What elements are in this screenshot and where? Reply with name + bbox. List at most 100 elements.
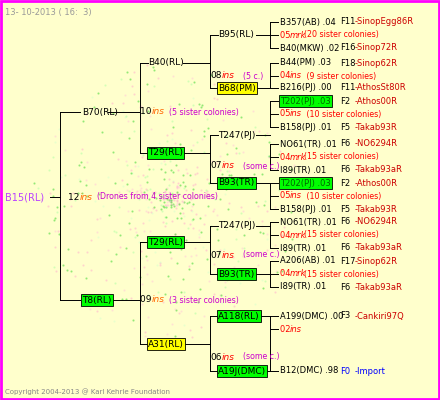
Text: -Sinop62R: -Sinop62R (355, 58, 398, 68)
Text: F6: F6 (340, 166, 350, 174)
Text: -Sinop72R: -Sinop72R (355, 44, 398, 52)
Text: NO61(TR) .01: NO61(TR) .01 (280, 218, 337, 226)
Text: F0: F0 (340, 366, 350, 376)
Text: Copyright 2004-2013 @ Karl Kehrle Foundation: Copyright 2004-2013 @ Karl Kehrle Founda… (5, 388, 170, 395)
Text: B158(PJ) .01: B158(PJ) .01 (280, 122, 332, 132)
Text: 06: 06 (210, 352, 221, 362)
Text: (10 sister colonies): (10 sister colonies) (304, 192, 381, 200)
Text: (Drones from 4 sister colonies): (Drones from 4 sister colonies) (97, 192, 218, 202)
Text: 04: 04 (280, 270, 293, 278)
Text: (20 sister colonies): (20 sister colonies) (304, 30, 379, 40)
Text: F5: F5 (340, 204, 350, 214)
Text: -AthosSt80R: -AthosSt80R (355, 84, 407, 92)
Text: 07: 07 (210, 250, 221, 260)
Text: -Sinop62R: -Sinop62R (355, 256, 398, 266)
Text: mrk: mrk (290, 270, 307, 278)
Text: (15 sister colonies): (15 sister colonies) (304, 152, 379, 162)
Text: 05: 05 (280, 192, 293, 200)
Text: 02: 02 (280, 324, 293, 334)
Text: ins: ins (222, 162, 235, 170)
Text: (some c.): (some c.) (238, 352, 279, 362)
Text: ins: ins (152, 296, 165, 304)
Text: B40(RL): B40(RL) (148, 58, 184, 68)
Text: ins: ins (290, 192, 302, 200)
Text: F6: F6 (340, 218, 350, 226)
Text: (3 sister colonies): (3 sister colonies) (169, 296, 239, 304)
Text: 13- 10-2013 ( 16:  3): 13- 10-2013 ( 16: 3) (5, 8, 92, 17)
Text: T202(PJ) .03: T202(PJ) .03 (280, 96, 331, 106)
Text: (some c.): (some c.) (238, 250, 279, 260)
Text: (9 sister colonies): (9 sister colonies) (304, 72, 376, 80)
Text: mrk: mrk (290, 230, 307, 240)
Text: A19J(DMC): A19J(DMC) (218, 366, 266, 376)
Text: -Takab93aR: -Takab93aR (355, 244, 403, 252)
Text: 04: 04 (280, 152, 293, 162)
Text: T247(PJ): T247(PJ) (218, 222, 255, 230)
Text: (5 c.): (5 c.) (238, 72, 263, 80)
Text: ins: ins (290, 72, 302, 80)
Text: -Takab93R: -Takab93R (355, 204, 398, 214)
Text: -Athos00R: -Athos00R (355, 96, 398, 106)
Text: B12(DMC) .98: B12(DMC) .98 (280, 366, 338, 376)
Text: ins: ins (152, 108, 165, 116)
Text: ins: ins (290, 324, 302, 334)
Text: A31(RL): A31(RL) (148, 340, 184, 348)
Text: -Athos00R: -Athos00R (355, 178, 398, 188)
Text: F6: F6 (340, 282, 350, 292)
Text: F11: F11 (340, 84, 356, 92)
Text: F2: F2 (340, 96, 350, 106)
Text: F6: F6 (340, 244, 350, 252)
Text: T29(RL): T29(RL) (148, 238, 183, 246)
Text: -Takab93aR: -Takab93aR (355, 282, 403, 292)
Text: (5 sister colonies): (5 sister colonies) (169, 108, 239, 116)
Text: B44(PM) .03: B44(PM) .03 (280, 58, 331, 68)
Text: 05: 05 (280, 30, 293, 40)
Text: I89(TR) .01: I89(TR) .01 (280, 244, 326, 252)
Text: F3: F3 (340, 312, 350, 320)
Text: 07: 07 (210, 162, 221, 170)
Text: 09: 09 (140, 296, 154, 304)
Text: (10 sister colonies): (10 sister colonies) (304, 110, 381, 118)
Text: I89(TR) .01: I89(TR) .01 (280, 166, 326, 174)
Text: 08: 08 (210, 72, 221, 80)
Text: F5: F5 (340, 122, 350, 132)
Text: (15 sister colonies): (15 sister colonies) (304, 270, 379, 278)
Text: 05: 05 (280, 110, 293, 118)
Text: T202(PJ) .03: T202(PJ) .03 (280, 178, 331, 188)
Text: F17: F17 (340, 256, 356, 266)
Text: (some c.): (some c.) (238, 162, 279, 170)
Text: -Takab93aR: -Takab93aR (355, 166, 403, 174)
Text: B15(RL): B15(RL) (5, 192, 44, 202)
Text: T247(PJ): T247(PJ) (218, 130, 255, 140)
Text: B93(TR): B93(TR) (218, 270, 254, 278)
Text: 04: 04 (280, 72, 293, 80)
Text: F6: F6 (340, 140, 350, 148)
Text: T29(RL): T29(RL) (148, 148, 183, 158)
Text: mrk: mrk (290, 30, 307, 40)
Text: NO61(TR) .01: NO61(TR) .01 (280, 140, 337, 148)
Text: A199(DMC) .00: A199(DMC) .00 (280, 312, 343, 320)
Text: -NO6294R: -NO6294R (355, 218, 398, 226)
Text: T8(RL): T8(RL) (82, 296, 111, 304)
Text: mrk: mrk (290, 152, 307, 162)
Text: -Import: -Import (355, 366, 386, 376)
Text: F2: F2 (340, 178, 350, 188)
Text: B70(RL): B70(RL) (82, 108, 118, 116)
Text: B357(AB) .04: B357(AB) .04 (280, 18, 336, 26)
Text: ins: ins (222, 72, 235, 80)
Text: F16: F16 (340, 44, 356, 52)
Text: B40(MKW) .02: B40(MKW) .02 (280, 44, 339, 52)
Text: -SinopEgg86R: -SinopEgg86R (355, 18, 414, 26)
Text: 12: 12 (68, 192, 82, 202)
Text: 10: 10 (140, 108, 154, 116)
Text: ins: ins (80, 192, 93, 202)
Text: -Takab93R: -Takab93R (355, 122, 398, 132)
Text: B158(PJ) .01: B158(PJ) .01 (280, 204, 332, 214)
Text: 04: 04 (280, 230, 293, 240)
Text: (15 sister colonies): (15 sister colonies) (304, 230, 379, 240)
Text: A118(RL): A118(RL) (218, 312, 260, 320)
Text: F18: F18 (340, 58, 356, 68)
Text: B93(TR): B93(TR) (218, 178, 254, 188)
Text: B95(RL): B95(RL) (218, 30, 254, 40)
Text: B216(PJ) .00: B216(PJ) .00 (280, 84, 332, 92)
